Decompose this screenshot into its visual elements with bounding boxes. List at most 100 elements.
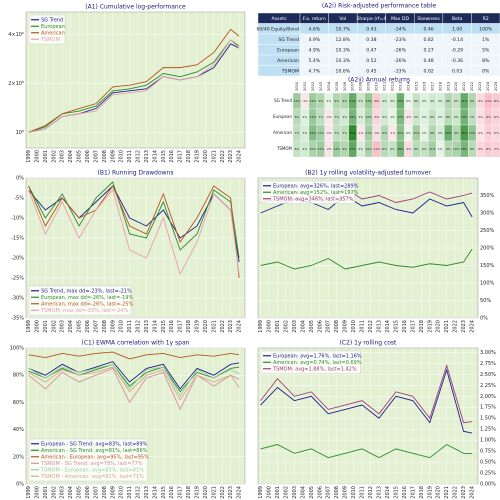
cell-label: -11% [373,147,381,151]
series-line [28,366,240,401]
cell-label: 6% [422,147,427,151]
legend-label: European: avg=326%, last=289% [273,183,359,189]
x-tick-label: 2002 [51,320,57,333]
y-tick-label: -20% [11,256,24,262]
cell-text: 5% [482,47,490,53]
cell-label: 9% [334,99,339,103]
x-tick-label: 2009 [110,320,116,333]
cell-label: 1% [422,131,427,135]
cell-text: -33% [394,68,407,74]
cell-label: -2% [326,147,332,151]
x-tick-label: 2014 [152,320,158,333]
cell-label: 1% [390,115,395,119]
cell-label: 8% [382,147,387,151]
x-tick-label: 2001 [43,150,49,163]
x-tick-label: 2004 [68,150,74,163]
x-tick-label: 2009 [343,320,349,333]
cell-text: 10.7% [336,26,351,32]
series-line [28,181,240,259]
x-tick-label: 2003 [292,320,298,333]
legend-label: SG Trend [41,17,63,23]
x-tick-label: 2011 [127,150,133,163]
x-tick-label: 2005 [309,320,315,333]
x-tick-label: 2022 [220,320,226,333]
x-tick-label: 2020 [203,486,209,499]
cell-label: 8% [470,147,475,151]
column-label: 2015 [414,82,418,91]
cell-label: 2% [422,99,427,103]
y-tick-label: 100% [10,346,25,352]
series-line [28,363,240,397]
cell-label: -2% [477,131,483,135]
x-tick-label: 2019 [427,486,433,499]
x-tick-label: 2001 [43,320,49,333]
cell-label: 6% [295,147,300,151]
y-tick-label: -15% [11,236,24,242]
x-tick-label: 2011 [127,486,133,499]
x-tick-label: 2017 [410,486,416,499]
cell-text: 60/40 Equity/Bond [256,26,299,32]
cell-label: 9% [318,99,323,103]
y-tick-label: 40% [13,427,24,433]
legend-label: TSMOM - American: avg=81%, last=71% [40,474,144,480]
y-tick-label: 0.75% [480,449,496,455]
cell-text: 0.47 [366,47,376,53]
x-tick-label: 2010 [119,486,125,499]
column-label: 2000 [295,81,299,91]
cell-text: -0.29 [451,47,463,53]
cell-text: 8% [482,58,490,64]
x-tick-label: 2015 [161,486,167,499]
x-tick-label: 2021 [211,150,217,163]
cell-label: 18% [397,147,404,151]
x-tick-label: 2016 [169,150,175,163]
cell-label: 11% [429,147,436,151]
x-tick-label: 1999 [258,320,264,333]
cell-label: 10% [310,147,317,151]
y-tick-label: 350% [480,193,495,199]
cell-label: 18% [349,115,356,119]
cell-label: -1% [390,131,396,135]
cell-label: 9% [430,131,435,135]
x-tick-label: 2021 [444,486,450,499]
column-label: 2017 [430,82,434,91]
x-tick-label: 2010 [351,320,357,333]
x-tick-label: 2013 [144,150,150,163]
x-tick-label: 2012 [368,320,374,333]
x-tick-label: 2007 [93,486,99,499]
x-tick-label: 2023 [228,320,234,333]
x-tick-label: 2022 [453,320,459,333]
column-label: 2024 [486,81,490,91]
table-title: (A2i) Risk-adjusted performance table [322,3,436,10]
column-label: 2025 [494,82,498,91]
cell-text: -23% [394,37,407,43]
x-tick-label: 2000 [34,486,40,499]
x-tick-label: 2020 [436,320,442,333]
cell-text: 0.03 [452,68,462,74]
column-label: 2011 [383,82,387,91]
series-line [28,28,240,133]
cell-label: 2% [422,115,427,119]
cell-label: 13% [365,99,372,103]
header-text: Assets [272,16,288,22]
y-tick-label: -25% [11,276,24,282]
series-line [28,351,240,360]
x-tick-label: 2019 [194,150,200,163]
legend-label: TSMOM: avg=1.88%, last=1.42% [272,366,357,372]
cell-label: 15% [397,131,404,135]
x-tick-label: 2019 [194,320,200,333]
cell-label: 20% [445,131,452,135]
x-tick-label: 2009 [110,150,116,163]
cell-text: 100% [479,26,493,32]
cell-label: 5% [358,99,363,103]
cell-label: 6% [390,147,395,151]
legend-label: American [41,30,65,36]
series-line [28,39,240,133]
y-tick-label: 2.25% [480,383,496,389]
x-tick-label: 2001 [43,486,49,499]
cell-label: -3% [374,131,380,135]
x-tick-label: 2016 [169,486,175,499]
x-tick-label: 2024 [237,320,243,333]
x-tick-label: 2017 [410,320,416,333]
cell-text: -0.14 [451,37,463,43]
cell-label: -1% [302,99,308,103]
